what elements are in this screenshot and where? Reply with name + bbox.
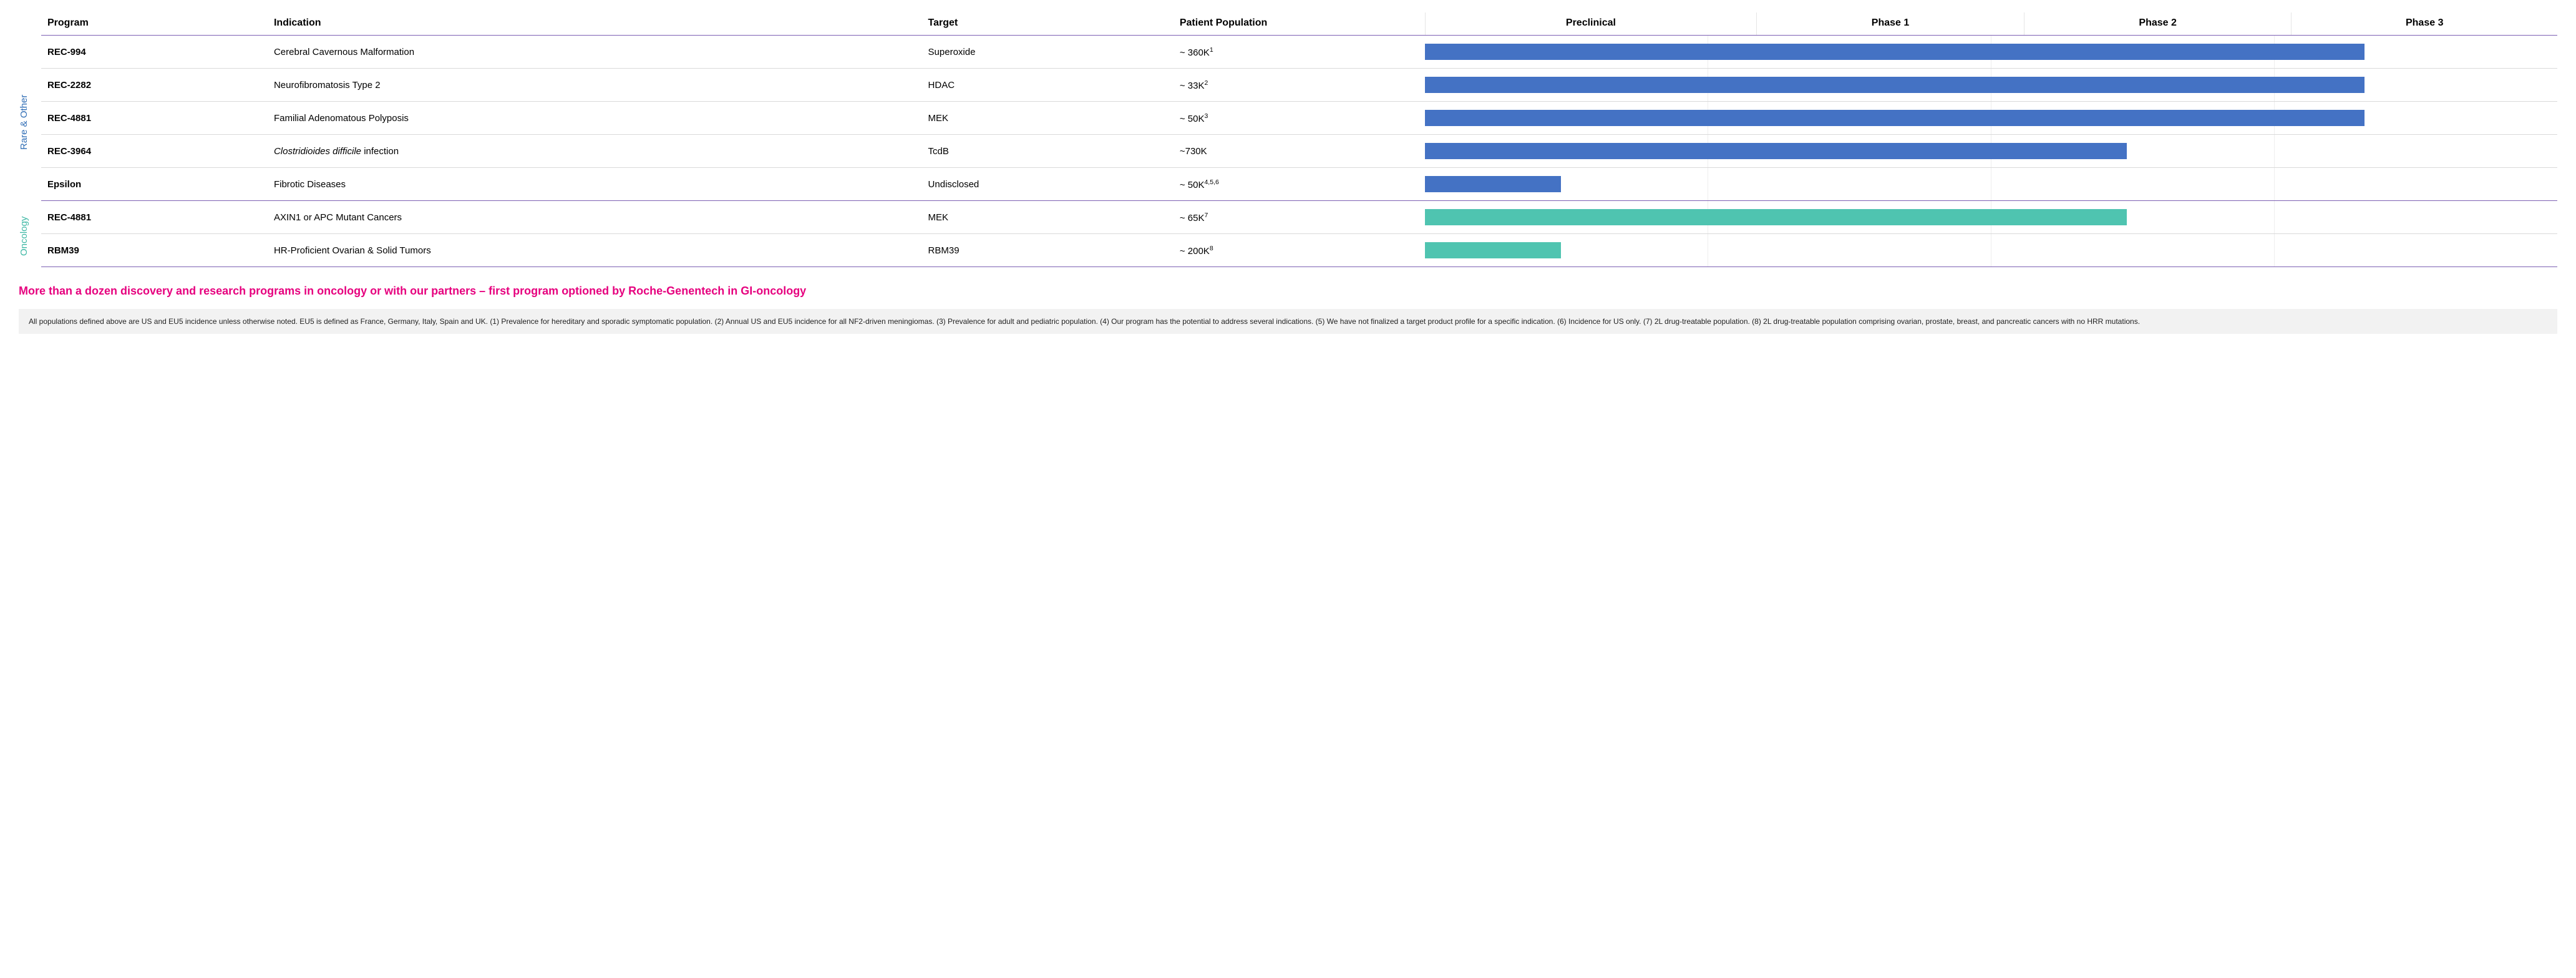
- indication-cell: Familial Adenomatous Polyposis: [268, 102, 922, 135]
- program-cell: Epsilon: [41, 168, 268, 201]
- population-cell: ~ 50K3: [1174, 102, 1425, 135]
- target-cell: RBM39: [922, 234, 1174, 267]
- phase-area: [1425, 135, 2557, 168]
- table-row: REC-4881Familial Adenomatous PolyposisME…: [41, 102, 2557, 135]
- table-row: REC-3964Clostridioides difficile infecti…: [41, 135, 2557, 168]
- indication-cell: HR-Proficient Ovarian & Solid Tumors: [268, 234, 922, 267]
- table-row: REC-2282Neurofibromatosis Type 2HDAC~ 33…: [41, 69, 2557, 102]
- category-label-onc: Oncology: [19, 203, 31, 268]
- phase-area: [1425, 168, 2557, 201]
- col-phase-preclinical: Preclinical: [1425, 12, 1757, 36]
- target-cell: Undisclosed: [922, 168, 1174, 201]
- pipeline-table: Program Indication Target Patient Popula…: [41, 12, 2557, 267]
- col-population: Patient Population: [1174, 12, 1425, 36]
- population-cell: ~ 50K4,5,6: [1174, 168, 1425, 201]
- target-cell: MEK: [922, 201, 1174, 234]
- program-cell: REC-2282: [41, 69, 268, 102]
- population-cell: ~ 360K1: [1174, 36, 1425, 69]
- population-cell: ~ 33K2: [1174, 69, 1425, 102]
- table-row: EpsilonFibrotic DiseasesUndisclosed~ 50K…: [41, 168, 2557, 201]
- progress-bar: [1425, 242, 1561, 258]
- program-cell: REC-4881: [41, 102, 268, 135]
- target-cell: TcdB: [922, 135, 1174, 168]
- phase-slot: [2274, 201, 2557, 233]
- indication-cell: Neurofibromatosis Type 2: [268, 69, 922, 102]
- phase-slot: [1991, 168, 2274, 200]
- phase-slot: [1991, 234, 2274, 267]
- table-row: REC-4881AXIN1 or APC Mutant CancersMEK~ …: [41, 201, 2557, 234]
- phase-slot: [2274, 234, 2557, 267]
- table-row: RBM39HR-Proficient Ovarian & Solid Tumor…: [41, 234, 2557, 267]
- phase-slot: [2274, 168, 2557, 200]
- progress-bar: [1425, 143, 2127, 159]
- progress-bar: [1425, 110, 2365, 126]
- phase-area: [1425, 234, 2557, 267]
- category-label-rare: Rare & Other: [19, 41, 31, 203]
- target-cell: MEK: [922, 102, 1174, 135]
- phase-area: [1425, 69, 2557, 102]
- col-program: Program: [41, 12, 268, 36]
- progress-bar: [1425, 176, 1561, 192]
- phase-area: [1425, 201, 2557, 234]
- col-phase-3: Phase 3: [2292, 12, 2557, 36]
- phase-slot: [1708, 234, 1991, 267]
- program-cell: RBM39: [41, 234, 268, 267]
- indication-cell: AXIN1 or APC Mutant Cancers: [268, 201, 922, 234]
- progress-bar: [1425, 209, 2127, 225]
- program-cell: REC-4881: [41, 201, 268, 234]
- phase-area: [1425, 102, 2557, 135]
- progress-bar: [1425, 44, 2365, 60]
- indication-cell: Cerebral Cavernous Malformation: [268, 36, 922, 69]
- pipeline-container: Rare & OtherOncology Program Indication …: [19, 12, 2557, 267]
- col-target: Target: [922, 12, 1174, 36]
- indication-cell: Fibrotic Diseases: [268, 168, 922, 201]
- col-phase-2: Phase 2: [2024, 12, 2292, 36]
- progress-bar: [1425, 77, 2365, 93]
- phase-slot: [2274, 135, 2557, 167]
- phase-slot: [1708, 168, 1991, 200]
- population-cell: ~ 200K8: [1174, 234, 1425, 267]
- header-row: Program Indication Target Patient Popula…: [41, 12, 2557, 36]
- col-phase-1: Phase 1: [1757, 12, 2024, 36]
- col-indication: Indication: [268, 12, 922, 36]
- target-cell: Superoxide: [922, 36, 1174, 69]
- target-cell: HDAC: [922, 69, 1174, 102]
- category-rail: Rare & OtherOncology: [19, 12, 41, 267]
- indication-cell: Clostridioides difficile infection: [268, 135, 922, 168]
- table-row: REC-994Cerebral Cavernous MalformationSu…: [41, 36, 2557, 69]
- program-cell: REC-3964: [41, 135, 268, 168]
- population-cell: ~ 65K7: [1174, 201, 1425, 234]
- population-cell: ~730K: [1174, 135, 1425, 168]
- footnote-box: All populations defined above are US and…: [19, 309, 2557, 334]
- phase-area: [1425, 36, 2557, 69]
- program-cell: REC-994: [41, 36, 268, 69]
- callout-text: More than a dozen discovery and research…: [19, 285, 2557, 298]
